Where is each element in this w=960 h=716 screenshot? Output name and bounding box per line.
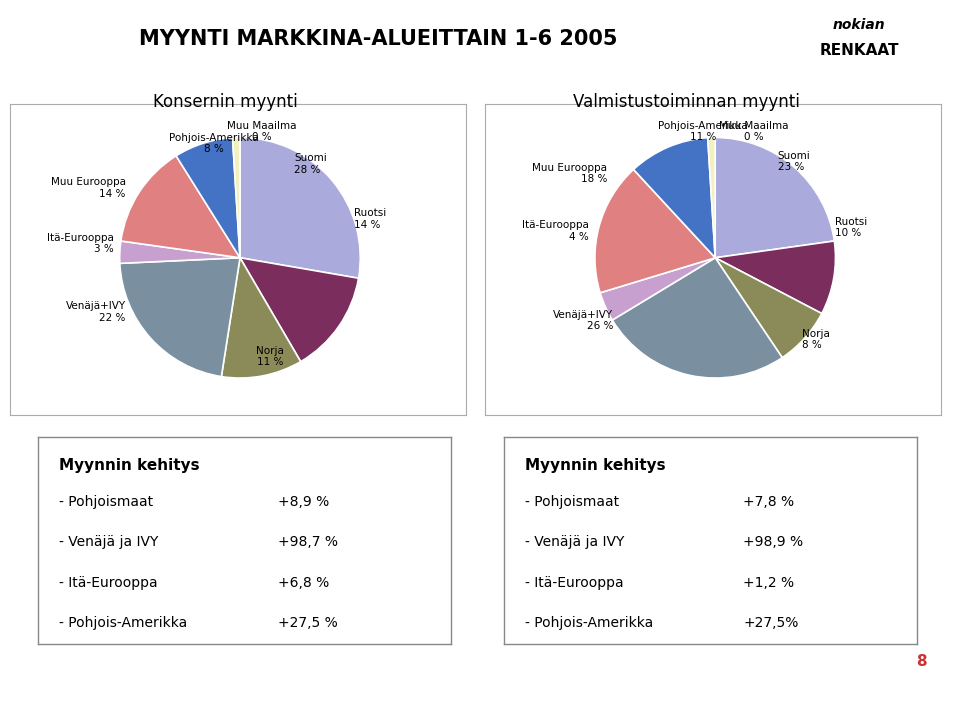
Text: - Pohjois-Amerikka: - Pohjois-Amerikka: [524, 616, 653, 630]
Text: Konsernin myynti: Konsernin myynti: [154, 92, 298, 111]
Text: Norja
8 %: Norja 8 %: [802, 329, 829, 350]
Text: +98,7 %: +98,7 %: [277, 536, 338, 549]
Text: - Venäjä ja IVY: - Venäjä ja IVY: [524, 536, 624, 549]
Text: 8: 8: [916, 654, 926, 669]
Text: Norja
11 %: Norja 11 %: [256, 346, 284, 367]
Text: MYYNTI MARKKINA-ALUEITTAIN 1-6 2005: MYYNTI MARKKINA-ALUEITTAIN 1-6 2005: [139, 29, 617, 49]
Text: - Itä-Eurooppa: - Itä-Eurooppa: [524, 576, 623, 590]
Text: Muu Eurooppa
14 %: Muu Eurooppa 14 %: [51, 177, 126, 199]
Text: +27,5%: +27,5%: [743, 616, 799, 630]
Text: Myynnin kehitys: Myynnin kehitys: [60, 458, 200, 473]
Wedge shape: [222, 258, 300, 378]
Text: +27,5 %: +27,5 %: [277, 616, 338, 630]
Text: +1,2 %: +1,2 %: [743, 576, 795, 590]
Text: RENKAAT: RENKAAT: [820, 43, 899, 57]
Text: - Venäjä ja IVY: - Venäjä ja IVY: [60, 536, 158, 549]
Text: Muu Maailma
0 %: Muu Maailma 0 %: [719, 121, 788, 142]
Text: Myynnin kehitys: Myynnin kehitys: [524, 458, 665, 473]
Wedge shape: [634, 137, 715, 258]
Wedge shape: [120, 241, 240, 263]
Text: Pohjois-Amerikka
11 %: Pohjois-Amerikka 11 %: [659, 121, 748, 142]
Wedge shape: [715, 241, 835, 314]
Text: +7,8 %: +7,8 %: [743, 495, 795, 509]
Text: Pohjois-Amerikka
8 %: Pohjois-Amerikka 8 %: [169, 132, 258, 154]
Wedge shape: [121, 156, 240, 258]
Text: nokian: nokian: [833, 18, 885, 32]
Text: +98,9 %: +98,9 %: [743, 536, 804, 549]
Wedge shape: [708, 137, 715, 258]
Text: Muu Eurooppa
18 %: Muu Eurooppa 18 %: [532, 163, 607, 184]
Text: Suomi
28 %: Suomi 28 %: [294, 153, 326, 175]
Text: Valmistustoiminnan myynti: Valmistustoiminnan myynti: [573, 92, 800, 111]
Text: Suomi
23 %: Suomi 23 %: [778, 151, 810, 173]
Wedge shape: [176, 137, 240, 258]
Wedge shape: [240, 258, 358, 362]
Wedge shape: [595, 170, 715, 293]
Wedge shape: [240, 137, 360, 279]
Wedge shape: [715, 137, 834, 258]
Text: - Itä-Eurooppa: - Itä-Eurooppa: [60, 576, 157, 590]
Text: - Pohjoismaat: - Pohjoismaat: [60, 495, 154, 509]
Text: - Pohjoismaat: - Pohjoismaat: [524, 495, 619, 509]
Text: Venäjä+IVY
26 %: Venäjä+IVY 26 %: [553, 309, 612, 331]
Wedge shape: [715, 258, 822, 358]
Wedge shape: [612, 258, 782, 378]
Text: Muu Maailma
0 %: Muu Maailma 0 %: [227, 121, 297, 142]
Wedge shape: [600, 258, 715, 320]
Wedge shape: [120, 258, 240, 377]
Text: Itä-Eurooppa
4 %: Itä-Eurooppa 4 %: [522, 221, 588, 242]
Text: +6,8 %: +6,8 %: [277, 576, 329, 590]
Text: Ruotsi
10 %: Ruotsi 10 %: [835, 217, 868, 238]
Text: Itä-Eurooppa
3 %: Itä-Eurooppa 3 %: [47, 233, 113, 254]
Wedge shape: [232, 137, 240, 258]
Text: Ruotsi
14 %: Ruotsi 14 %: [354, 208, 387, 230]
Text: - Pohjois-Amerikka: - Pohjois-Amerikka: [60, 616, 187, 630]
Text: Venäjä+IVY
22 %: Venäjä+IVY 22 %: [65, 301, 126, 323]
Text: +8,9 %: +8,9 %: [277, 495, 329, 509]
